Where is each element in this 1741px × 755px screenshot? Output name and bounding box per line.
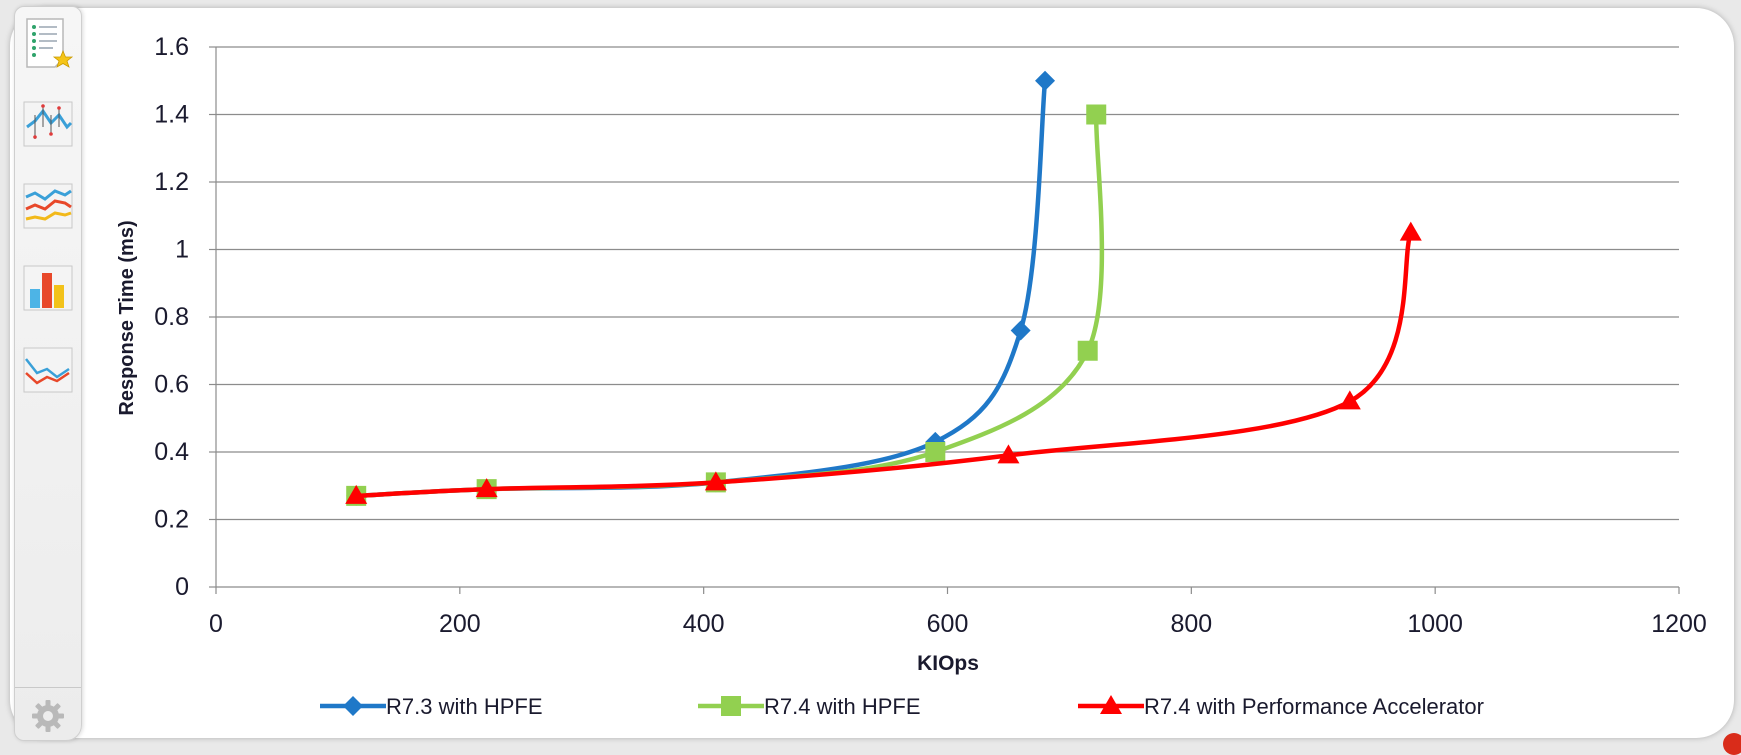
x-tick-label: 800: [1170, 610, 1212, 638]
data-point: [1338, 390, 1361, 410]
y-tick-label: 1.4: [154, 101, 189, 129]
data-point: [1086, 104, 1107, 125]
gear-icon[interactable]: [29, 697, 67, 735]
y-tick-label: 0.6: [154, 371, 189, 399]
y-tick-label: 1.6: [154, 33, 189, 61]
x-tick-label: 1200: [1651, 610, 1707, 638]
x-tick-label: 600: [927, 610, 969, 638]
toolbar-divider: [15, 687, 81, 688]
series-line: [356, 114, 1105, 499]
data-point: [997, 444, 1020, 464]
x-tick-labels: 0 200 400 600 800 1000 1200: [209, 610, 1707, 638]
legend-item: R7.3 with HPFE: [320, 694, 543, 719]
y-tick-label: 0.4: [154, 438, 189, 466]
data-point: [1035, 70, 1056, 91]
series-1: [346, 70, 1056, 506]
data-point: [1399, 221, 1422, 241]
legend-item: R7.4 with Performance Accelerator: [1078, 694, 1484, 719]
legend-label: R7.4 with HPFE: [764, 694, 921, 719]
y-tick-label: 0.2: [154, 506, 189, 534]
y-tick-labels: 0 0.2 0.4 0.6 0.8 1 1.2 1.4 1.6: [154, 33, 189, 601]
legend: R7.3 with HPFE R7.4 with HPFE R7.4 with Pe…: [320, 694, 1484, 719]
data-point: [1077, 340, 1098, 361]
y-axis-label: Response Time (ms): [116, 220, 138, 415]
series-layer: [345, 70, 1422, 506]
legend-swatch-marker: [721, 696, 741, 716]
series-line: [356, 231, 1413, 499]
chart-panel: [10, 8, 1734, 738]
series-line: [356, 80, 1048, 499]
x-tick-label: 400: [683, 610, 725, 638]
data-point: [345, 484, 368, 504]
legend-label: R7.3 with HPFE: [386, 694, 543, 719]
x-tick-label: 1000: [1407, 610, 1463, 638]
y-tick-label: 1: [175, 236, 189, 264]
axes: [209, 46, 1680, 594]
y-tick-label: 1.2: [154, 168, 189, 196]
series-3: [345, 221, 1422, 504]
legend-item: R7.4 with HPFE: [698, 694, 921, 719]
bar-chart-icon[interactable]: [21, 261, 75, 315]
gridlines: [216, 46, 1679, 521]
multi-line-chart-icon[interactable]: [21, 179, 75, 233]
chart-toolbar: [14, 6, 82, 741]
legend-swatch-marker: [343, 696, 363, 716]
data-point: [704, 471, 727, 491]
data-point: [1010, 320, 1031, 341]
legend-swatch-marker: [1100, 695, 1122, 714]
data-point: [925, 442, 946, 462]
data-point: [475, 478, 498, 498]
x-axis-label: KIOps: [917, 652, 979, 675]
y-tick-label: 0: [175, 573, 189, 601]
list-star-icon[interactable]: [21, 15, 75, 69]
y-tick-label: 0.8: [154, 303, 189, 331]
legend-label: R7.4 with Performance Accelerator: [1144, 694, 1484, 719]
line-chart-icon[interactable]: [21, 343, 75, 397]
x-tick-label: 200: [439, 610, 481, 638]
line-points-chart-icon[interactable]: [21, 97, 75, 151]
series-2: [346, 104, 1107, 506]
corner-badge: [1723, 733, 1741, 755]
x-tick-label: 0: [209, 610, 223, 638]
